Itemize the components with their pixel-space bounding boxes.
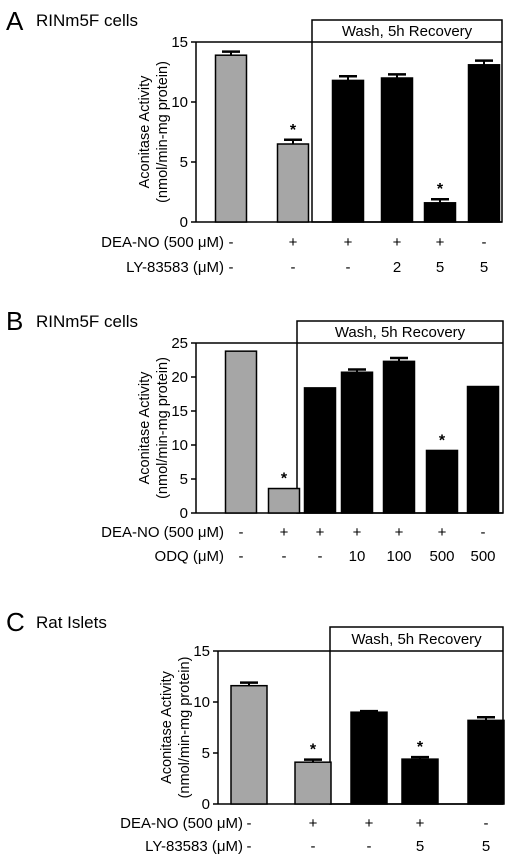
- panel-b-ytick-label-20: 20: [171, 369, 188, 386]
- panel-b-condition-1-value-4: +: [353, 524, 362, 541]
- panel-b-condition-1-value-7: -: [481, 524, 486, 541]
- panel-b-bar-6: [425, 449, 459, 514]
- panel-c-significance-4: *: [417, 739, 424, 756]
- panel-a-condition-2-value-5: 5: [436, 259, 444, 276]
- panel-b-condition-label-1: DEA-NO (500 μM): [101, 524, 224, 541]
- panel-a-condition-1-value-1: -: [229, 234, 234, 251]
- panel-b-condition-2-value-4: 10: [349, 548, 366, 565]
- panel-b-significance-2: *: [281, 471, 288, 488]
- panel-b-condition-label-2: ODQ (μM): [155, 548, 224, 565]
- panel-c-y-axis-label-line-2: (nmol/min-mg protein): [177, 657, 193, 799]
- panel-a-condition-2-value-1: -: [229, 259, 234, 276]
- panel-a-condition-label-1: DEA-NO (500 μM): [101, 234, 224, 251]
- panel-a-bar-2: [276, 143, 310, 223]
- panel-b-bar-2: [267, 487, 301, 514]
- panel-a-condition-2-value-2: -: [291, 259, 296, 276]
- panel-b-condition-2-value-2: -: [282, 548, 287, 565]
- panel-a-ytick-label-0: 0: [180, 214, 188, 231]
- panel-c-bar-5: [467, 719, 505, 805]
- panel-c-ytick-label-15: 15: [193, 643, 210, 660]
- panel-b-bar-7: [466, 385, 500, 514]
- panel-b-bar-1: [224, 350, 258, 514]
- panel-c-y-axis-label-line-1: Aconitase Activity: [159, 670, 175, 784]
- panel-b-ytick-label-10: 10: [171, 437, 188, 454]
- panel-b-condition-1-value-1: -: [239, 524, 244, 541]
- panel-c-condition-2-value-4: 5: [416, 838, 424, 855]
- panel-a-bar-3: [331, 79, 365, 223]
- panel-b-ytick-label-0: 0: [180, 505, 188, 522]
- panel-c-condition-1-value-4: +: [416, 815, 425, 832]
- panel-b-letter: B: [6, 306, 23, 336]
- panel-c-condition-2-value-5: 5: [482, 838, 490, 855]
- panel-c-bar-4: [401, 758, 439, 805]
- panel-a-significance-5: *: [437, 181, 444, 198]
- panel-a-condition-2-value-3: -: [346, 259, 351, 276]
- panel-b-condition-2-value-6: 500: [429, 548, 454, 565]
- panel-c-significance-2: *: [310, 742, 317, 759]
- panel-b-ytick-label-15: 15: [171, 403, 188, 420]
- panel-c-condition-2-value-1: -: [247, 838, 252, 855]
- panel-b-bar-4: [340, 371, 374, 514]
- panel-a-letter: A: [6, 6, 24, 36]
- panel-c-condition-1-value-5: -: [484, 815, 489, 832]
- panel-a-ytick-label-5: 5: [180, 154, 188, 171]
- panel-c-condition-1-value-3: +: [365, 815, 374, 832]
- panel-c-condition-2-value-3: -: [367, 838, 372, 855]
- panel-a-condition-2-value-4: 2: [393, 259, 401, 276]
- panel-a-bar-1: [214, 54, 248, 223]
- panel-b-condition-2-value-1: -: [239, 548, 244, 565]
- panel-a-condition-label-2: LY-83583 (μM): [126, 259, 224, 276]
- panel-a-y-axis-label-line-1: Aconitase Activity: [137, 75, 153, 189]
- panel-a-condition-2-value-6: 5: [480, 259, 488, 276]
- panel-c-title: Rat Islets: [36, 613, 107, 632]
- panel-c-bar-3: [350, 711, 388, 805]
- panel-b-condition-1-value-6: +: [438, 524, 447, 541]
- panel-c-ytick-label-0: 0: [202, 796, 210, 813]
- panel-a-condition-1-value-5: +: [436, 234, 445, 251]
- panel-a-significance-2: *: [290, 122, 297, 139]
- panel-a-condition-1-value-3: +: [344, 234, 353, 251]
- panel-c-recovery-label: Wash, 5h Recovery: [351, 631, 482, 648]
- panel-b-condition-1-value-2: +: [280, 524, 289, 541]
- panel-b-title: RINm5F cells: [36, 312, 138, 331]
- panel-c-condition-2-value-2: -: [311, 838, 316, 855]
- panel-c-ytick-label-5: 5: [202, 745, 210, 762]
- panel-b-recovery-label: Wash, 5h Recovery: [335, 324, 466, 341]
- panel-c-condition-label-2: LY-83583 (μM): [145, 838, 243, 855]
- panel-c-condition-label-1: DEA-NO (500 μM): [120, 815, 243, 832]
- panel-b-condition-2-value-3: -: [318, 548, 323, 565]
- panel-a-y-axis-label-line-2: (nmol/min-mg protein): [155, 61, 171, 203]
- panel-b-y-axis-label-line-1: Aconitase Activity: [137, 371, 153, 485]
- panel-b-ytick-label-25: 25: [171, 335, 188, 352]
- panel-b-condition-1-value-3: +: [316, 524, 325, 541]
- panel-c-condition-1-value-2: +: [309, 815, 318, 832]
- panel-a-ytick-label-15: 15: [171, 34, 188, 51]
- panel-a-condition-1-value-6: -: [482, 234, 487, 251]
- panel-a-condition-1-value-2: +: [289, 234, 298, 251]
- panel-a-title: RINm5F cells: [36, 11, 138, 30]
- panel-a-recovery-label: Wash, 5h Recovery: [342, 23, 473, 40]
- panel-a-bar-4: [380, 77, 414, 223]
- panel-b-ytick-label-5: 5: [180, 471, 188, 488]
- panel-c-letter: C: [6, 607, 25, 637]
- panel-c-bar-2: [294, 761, 332, 805]
- panel-b-bar-5: [382, 360, 416, 514]
- panel-c-y-axis-label: Aconitase Activity (nmol/min-mg protein): [159, 657, 193, 799]
- panel-c-bar-1: [230, 684, 268, 805]
- panel-b-y-axis-label: Aconitase Activity (nmol/min-mg protein): [137, 357, 171, 499]
- panel-b-condition-2-value-7: 500: [470, 548, 495, 565]
- panel-b-bar-3: [303, 387, 337, 514]
- panel-a-ytick-label-10: 10: [171, 94, 188, 111]
- panel-a-condition-1-value-4: +: [393, 234, 402, 251]
- panel-a-bar-5: [423, 202, 457, 223]
- panel-a-bar-6: [467, 64, 501, 223]
- panel-c-ytick-label-10: 10: [193, 694, 210, 711]
- panel-b-condition-2-value-5: 100: [386, 548, 411, 565]
- panel-c-condition-1-value-1: -: [247, 815, 252, 832]
- panel-b-y-axis-label-line-2: (nmol/min-mg protein): [155, 357, 171, 499]
- panel-a-y-axis-label: Aconitase Activity (nmol/min-mg protein): [137, 61, 171, 203]
- panel-b-significance-6: *: [439, 432, 446, 449]
- panel-b-condition-1-value-5: +: [395, 524, 404, 541]
